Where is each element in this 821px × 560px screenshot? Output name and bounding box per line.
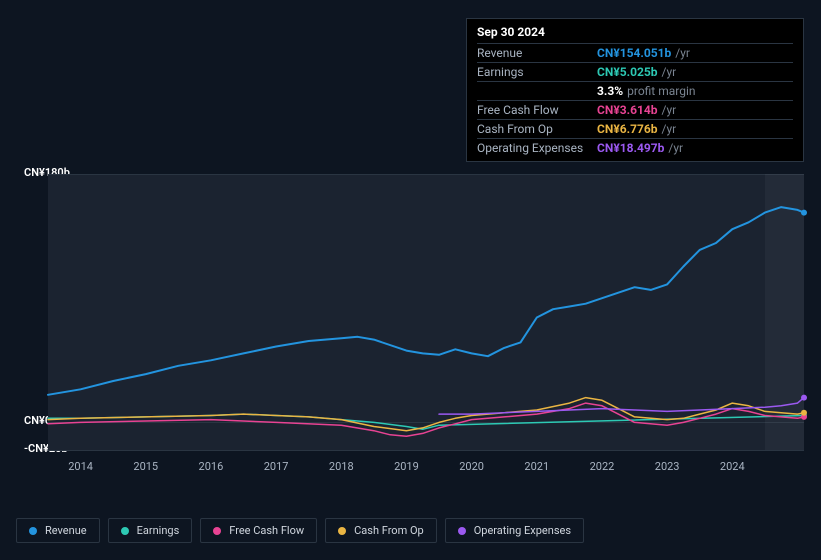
x-tick-label: 2016 [199, 460, 224, 473]
tooltip-row-label: Earnings [477, 65, 597, 79]
legend-label: Free Cash Flow [229, 524, 304, 537]
x-tick-label: 2020 [459, 460, 484, 473]
tooltip-row-suffix: /yr [662, 103, 677, 117]
chart-legend: Revenue Earnings Free Cash Flow Cash From O… [16, 518, 584, 543]
tooltip-rows: RevenueCN¥154.051b/yrEarningsCN¥5.025b/y… [477, 43, 793, 157]
legend-swatch [213, 527, 221, 535]
plot-area[interactable] [48, 174, 804, 450]
tooltip-row-value: CN¥5.025b [597, 65, 658, 79]
legend-swatch [121, 527, 129, 535]
tooltip-row-value: CN¥18.497b [597, 141, 664, 155]
tooltip-row: Operating ExpensesCN¥18.497b/yr [477, 138, 793, 157]
legend-label: Cash From Op [354, 524, 424, 537]
gridline [48, 450, 804, 451]
legend-item[interactable]: Free Cash Flow [200, 518, 317, 543]
legend-swatch [458, 527, 466, 535]
tooltip-row-suffix: profit margin [627, 84, 695, 98]
x-tick-label: 2022 [590, 460, 615, 473]
tooltip-date: Sep 30 2024 [477, 25, 793, 43]
tooltip-row-label: Cash From Op [477, 122, 597, 136]
legend-item[interactable]: Earnings [108, 518, 193, 543]
tooltip-row: Free Cash FlowCN¥3.614b/yr [477, 100, 793, 119]
financial-chart: CN¥180bCN¥0-CN¥20b 201420152016201720182… [16, 160, 804, 478]
tooltip-row-value: 3.3% [597, 84, 623, 98]
legend-label: Revenue [45, 524, 87, 537]
tooltip-row: EarningsCN¥5.025b/yr [477, 62, 793, 81]
legend-swatch [29, 527, 37, 535]
tooltip-row: RevenueCN¥154.051b/yr [477, 43, 793, 62]
series-line [48, 398, 804, 431]
legend-item[interactable]: Cash From Op [325, 518, 437, 543]
x-tick-label: 2014 [68, 460, 93, 473]
series-line [48, 403, 804, 436]
legend-label: Operating Expenses [474, 524, 571, 537]
legend-item[interactable]: Operating Expenses [445, 518, 584, 543]
x-tick-label: 2024 [720, 460, 745, 473]
tooltip-row-value: CN¥154.051b [597, 46, 671, 60]
tooltip-row-label: Operating Expenses [477, 141, 597, 155]
x-tick-label: 2017 [264, 460, 289, 473]
series-line [48, 207, 804, 395]
x-tick-label: 2015 [133, 460, 158, 473]
chart-tooltip: Sep 30 2024 RevenueCN¥154.051b/yrEarning… [466, 18, 804, 162]
tooltip-row-suffix: /yr [662, 122, 677, 136]
tooltip-row: Cash From OpCN¥6.776b/yr [477, 119, 793, 138]
x-tick-label: 2023 [655, 460, 680, 473]
tooltip-row-suffix: /yr [675, 46, 690, 60]
tooltip-row-suffix: /yr [668, 141, 683, 155]
series-endpoint [801, 410, 807, 416]
tooltip-row-value: CN¥6.776b [597, 122, 658, 136]
tooltip-row-label [477, 84, 597, 98]
tooltip-row-label: Free Cash Flow [477, 103, 597, 117]
x-tick-label: 2021 [524, 460, 549, 473]
series-endpoint [801, 210, 807, 216]
tooltip-row: 3.3% profit margin [477, 81, 793, 100]
tooltip-row-label: Revenue [477, 46, 597, 60]
x-tick-label: 2018 [329, 460, 354, 473]
x-tick-label: 2019 [394, 460, 419, 473]
chart-lines [48, 174, 804, 450]
legend-label: Earnings [137, 524, 180, 537]
tooltip-row-suffix: /yr [662, 65, 677, 79]
series-endpoint [801, 395, 807, 401]
legend-swatch [338, 527, 346, 535]
tooltip-row-value: CN¥3.614b [597, 103, 658, 117]
legend-item[interactable]: Revenue [16, 518, 100, 543]
